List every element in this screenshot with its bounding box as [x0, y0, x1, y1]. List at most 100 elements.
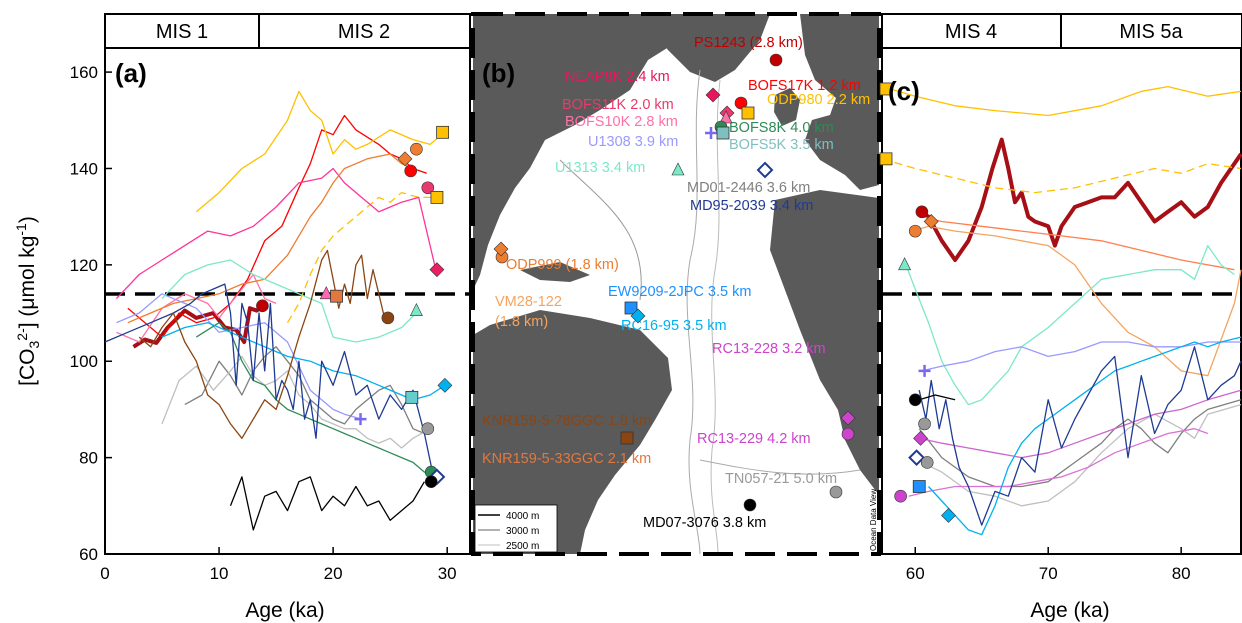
data-marker: [671, 162, 685, 176]
data-marker: [620, 431, 634, 445]
data-marker: [397, 151, 413, 167]
site-label: EW9209-2JPC 3.5 km: [608, 284, 751, 300]
britain-landmass: [774, 88, 800, 126]
site-markers: [493, 53, 856, 512]
data-marker: [923, 214, 939, 229]
data-marker: [918, 364, 931, 377]
y-axis-label: [CO32-] (μmol kg-1): [13, 216, 42, 386]
series-line: [184, 346, 431, 435]
site-label: U1308 3.9 km: [588, 134, 678, 150]
series-line: [919, 394, 956, 401]
data-marker: [894, 489, 907, 503]
data-marker: [908, 393, 922, 407]
ridge-contour: [699, 459, 861, 475]
site-label: BOFS5K 3.5 km: [729, 137, 834, 153]
series-line: [921, 216, 1235, 271]
data-marker: [624, 301, 638, 315]
data-marker: [915, 205, 929, 219]
site-label: VM28-122: [495, 294, 562, 310]
north-america-landmass: [473, 14, 690, 290]
plot-frame-a: [104, 47, 471, 555]
series-line: [127, 114, 427, 338]
data-marker: [719, 110, 733, 124]
data-marker: [840, 410, 856, 426]
data-marker: [769, 53, 783, 67]
data-marker: [908, 224, 922, 238]
x-tick-label: 60: [906, 564, 925, 583]
stage-label: MIS 5a: [1119, 21, 1183, 43]
series-line: [921, 341, 1241, 372]
y-tick-label: 140: [70, 159, 98, 178]
series-line: [161, 322, 446, 401]
site-label: RC13-228 3.2 km: [712, 341, 826, 357]
data-marker: [756, 161, 774, 179]
data-marker: [381, 311, 395, 325]
data-marker: [898, 257, 912, 271]
data-marker: [741, 106, 755, 120]
data-marker: [319, 286, 333, 300]
site-label: RC13-229 4.2 km: [697, 431, 811, 447]
data-marker: [630, 308, 646, 324]
data-marker: [410, 142, 423, 156]
legend-label: 2500 m: [506, 541, 539, 552]
panel-label-a: (a): [115, 58, 147, 88]
plot-area-a: [104, 90, 453, 531]
site-label: PS1243 (2.8 km): [694, 35, 803, 51]
data-marker: [716, 126, 730, 140]
data-marker: [912, 480, 926, 493]
europe-landmass: [800, 14, 879, 190]
ridge-contour: [710, 79, 721, 555]
series-line: [116, 273, 277, 343]
data-marker: [405, 390, 419, 404]
data-marker: [743, 498, 757, 512]
data-marker: [879, 152, 893, 166]
series-line: [229, 476, 425, 531]
panel-label-b: (b): [482, 58, 515, 88]
series-line: [161, 259, 417, 343]
plot-area-c: [879, 82, 1242, 536]
ridge-contour: [686, 69, 701, 555]
series-line: [881, 158, 1242, 194]
data-marker: [354, 413, 367, 426]
series-line: [132, 304, 264, 349]
axis-ticks-c: 60 70 80: [906, 547, 1191, 583]
site-label: BOFS10K 2.8 km: [565, 114, 678, 130]
site-label: NEAP8K 2.4 km: [565, 69, 670, 85]
series-line: [138, 249, 391, 439]
x-tick-label: 10: [210, 564, 229, 583]
site-label: MD07-3076 3.8 km: [643, 515, 766, 531]
stage-bar-a: [104, 13, 471, 49]
panel-label-c: (c): [888, 76, 920, 106]
series-line: [104, 283, 435, 478]
data-marker: [256, 299, 269, 313]
series-line: [928, 336, 1242, 536]
series-line: [905, 244, 1235, 406]
y-tick-label: 100: [70, 352, 98, 371]
data-marker: [705, 127, 717, 139]
site-label: KNR159-5-33GGC 2.1 km: [482, 451, 651, 467]
site-label: RC16-95 3.5 km: [621, 318, 727, 334]
series-line: [127, 153, 414, 324]
series-line: [195, 90, 442, 213]
x-axis-label-a: Age (ka): [245, 599, 324, 622]
series-line: [912, 225, 1242, 377]
series-line: [116, 293, 362, 420]
data-marker: [421, 181, 435, 195]
data-marker: [829, 485, 843, 499]
series-line: [195, 322, 431, 473]
map-panel: (b) PS1243 (2.8 km) NEAP8K 2.4 km BOFS17K …: [471, 12, 881, 556]
data-marker: [330, 289, 343, 303]
stage-label: MIS 2: [338, 21, 390, 43]
series-line: [918, 137, 1242, 262]
y-tick-label: 80: [79, 449, 98, 468]
data-marker: [437, 377, 453, 393]
series-line: [908, 428, 1209, 497]
data-marker: [404, 164, 417, 178]
map-frame: [471, 12, 881, 556]
data-marker: [409, 302, 423, 316]
south-america-landmass: [473, 310, 672, 554]
y-tick-label: 160: [70, 63, 98, 82]
data-marker: [493, 241, 509, 257]
site-label: BOFS11K 2.0 km: [562, 97, 674, 113]
x-tick-label: 30: [438, 564, 457, 583]
